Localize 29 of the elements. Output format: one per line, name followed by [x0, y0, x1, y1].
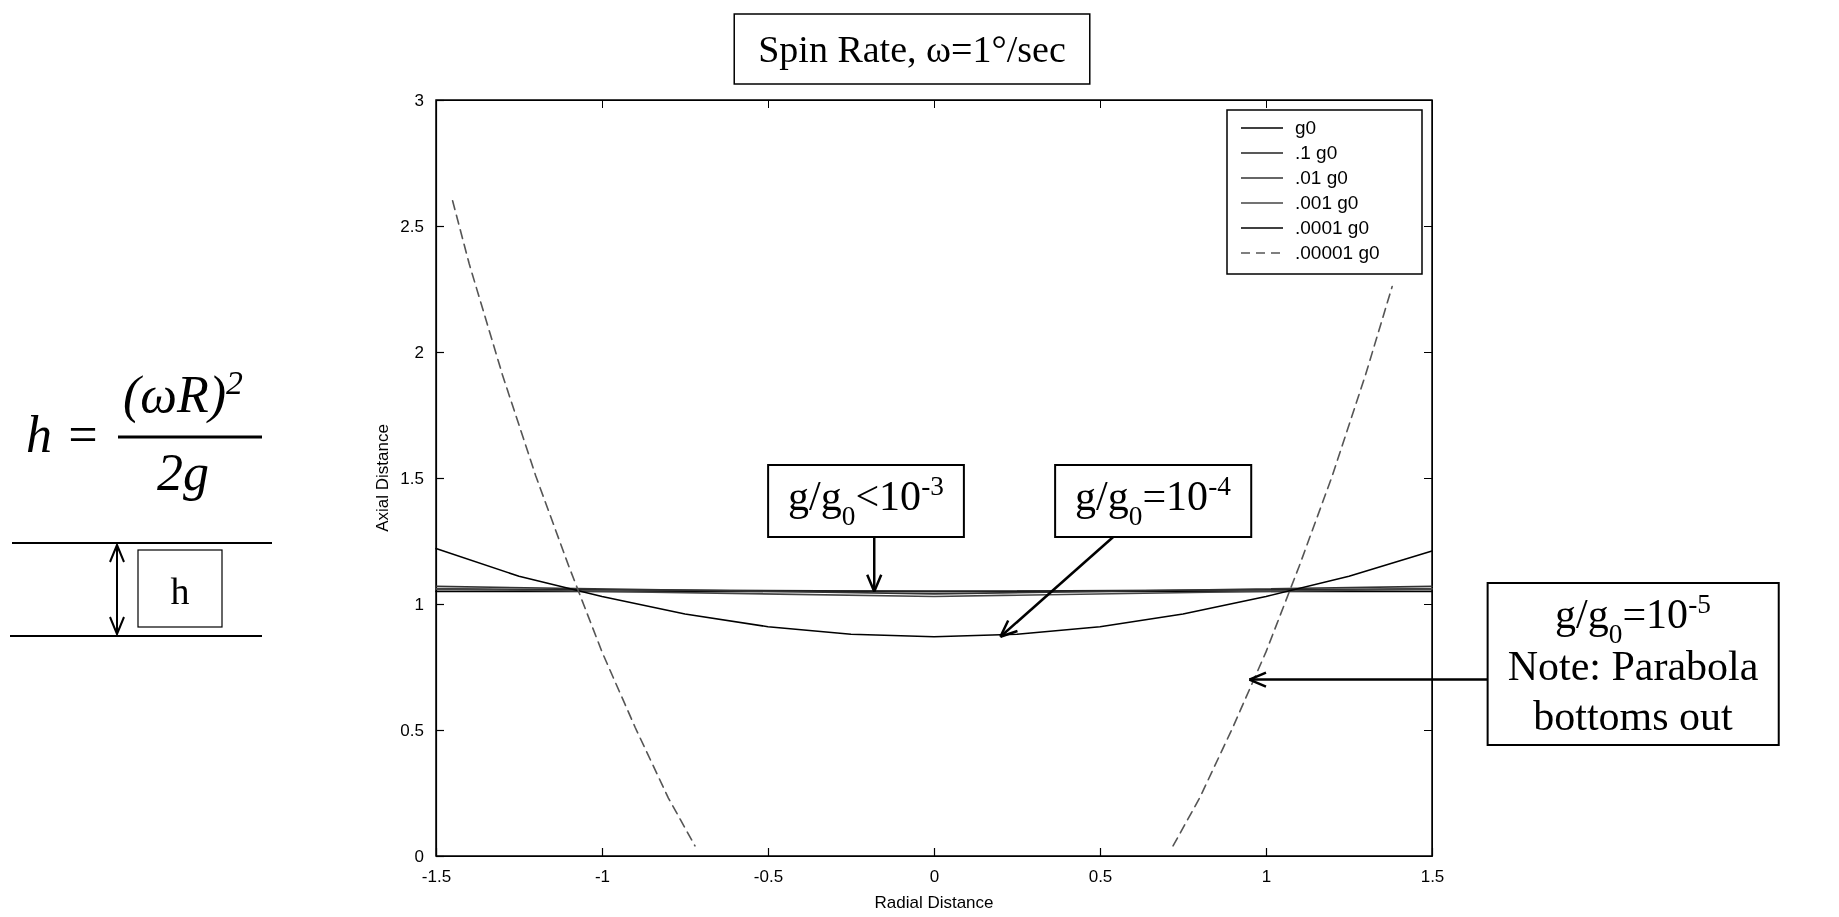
chart-title: Spin Rate, ω=1°/sec [758, 28, 1066, 70]
y-tick-label: 2.5 [400, 216, 424, 236]
y-axis-title: Axial Distance [373, 424, 392, 532]
text: (ωR)$^{2}$ [122, 363, 244, 424]
y-tick-label: 1 [414, 594, 424, 614]
y-tick-label: 1.5 [400, 468, 424, 488]
text: h = [26, 406, 101, 463]
y-tick-label: 0.5 [400, 720, 424, 740]
annotation: g/g$_{0}$<10$^{-3}$ [788, 471, 944, 531]
legend-label: g0 [1295, 117, 1317, 138]
x-tick-label: -1.5 [421, 867, 452, 887]
x-tick-label: 0 [929, 867, 940, 887]
x-tick-label: 1.5 [1420, 867, 1445, 887]
annotation: g/g$_{0}$=10$^{-4}$ [1075, 471, 1232, 531]
legend-label: .0001 g0 [1295, 217, 1369, 238]
legend-label: .00001 g0 [1295, 242, 1380, 263]
text: 2g [157, 444, 209, 501]
x-tick-label: 1 [1261, 867, 1272, 887]
y-tick-label: 2 [414, 342, 424, 362]
y-tick-label: 0 [414, 846, 424, 866]
x-tick-label: -0.5 [753, 867, 784, 887]
x-tick-label: 0.5 [1088, 867, 1113, 887]
x-tick-label: -1 [594, 867, 611, 887]
legend-label: .1 g0 [1295, 142, 1338, 163]
legend-label: .01 g0 [1295, 167, 1348, 188]
legend-label: .001 g0 [1295, 192, 1359, 213]
text: h [170, 570, 190, 612]
y-tick-label: 3 [414, 90, 424, 110]
x-axis-title: Radial Distance [874, 893, 994, 912]
